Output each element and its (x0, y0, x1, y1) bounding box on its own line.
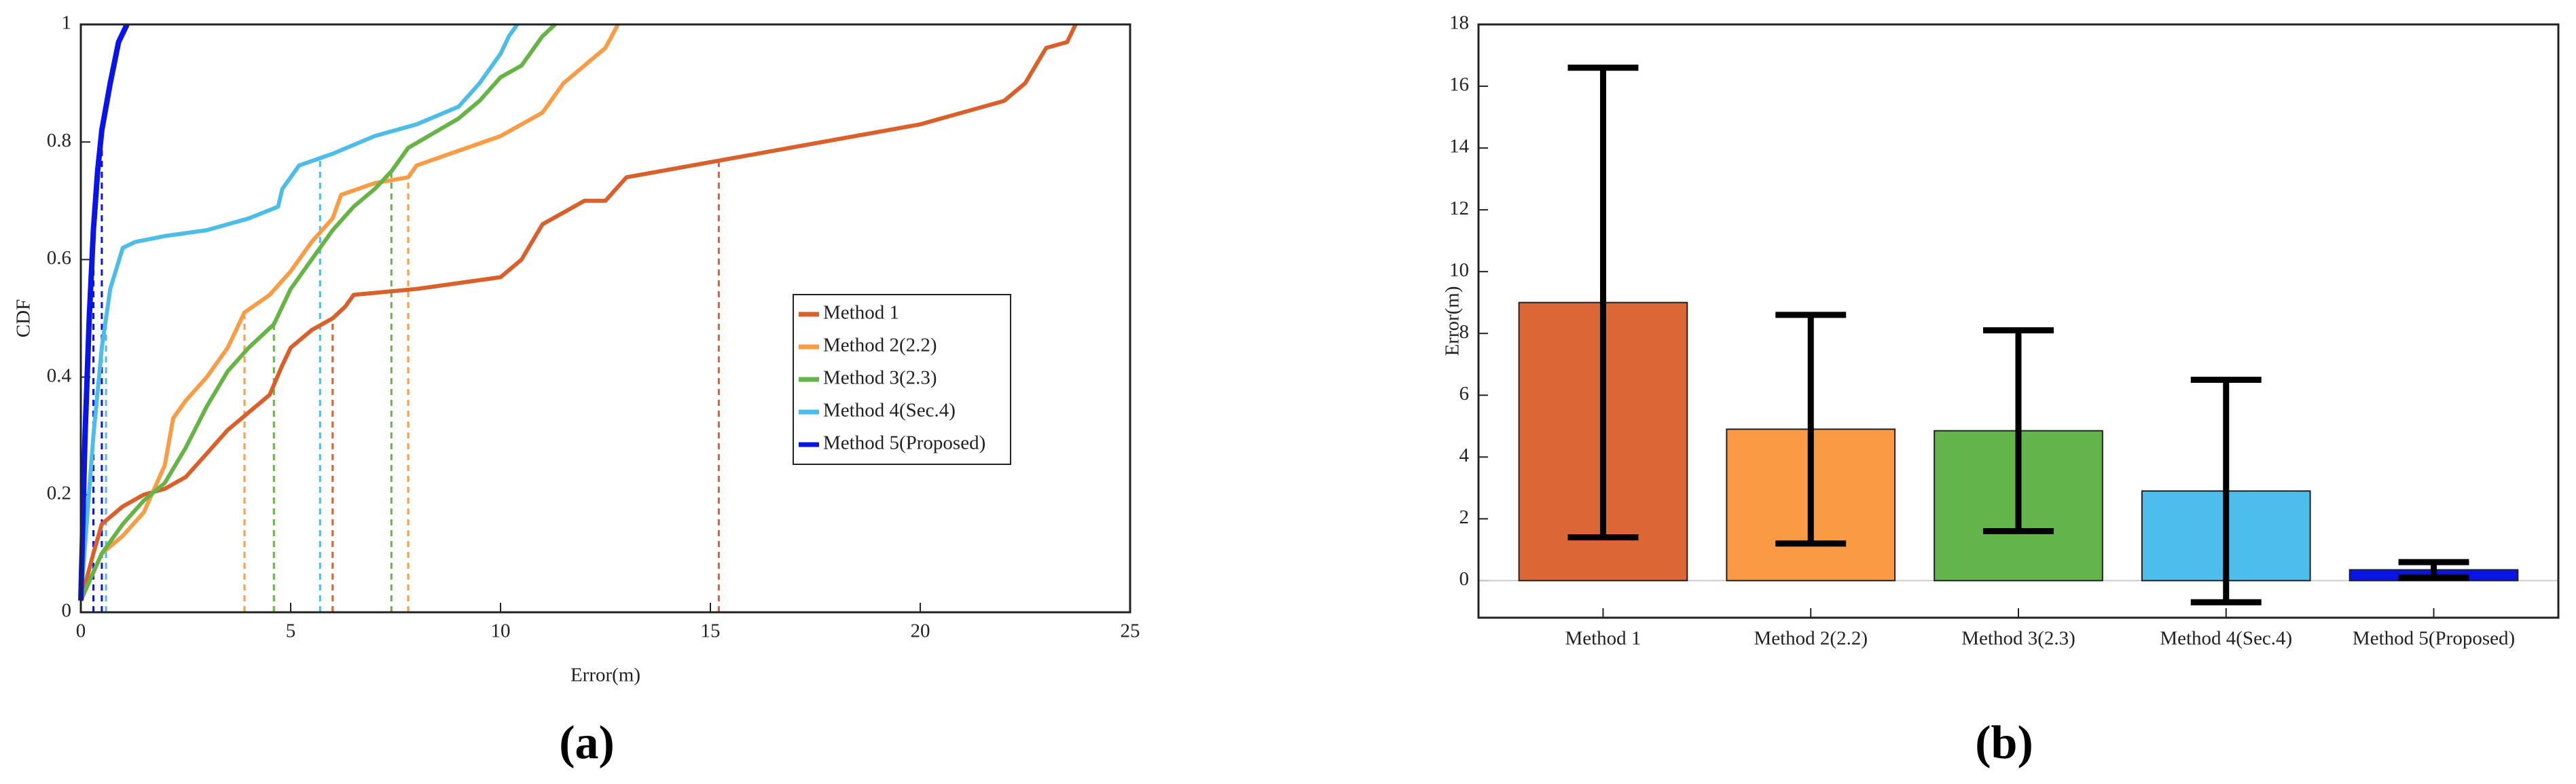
x-tick-label: 15 (701, 620, 721, 642)
y-tick-label: 14 (1449, 136, 1470, 157)
y-tick-label: 1 (62, 12, 72, 34)
caption: (b) (1975, 717, 2033, 769)
legend-box (793, 294, 1011, 465)
x-tick-label: Method 5(Proposed) (2353, 628, 2515, 650)
y-tick-label: 0.2 (47, 482, 71, 504)
y-tick-label: 12 (1449, 198, 1469, 219)
axes-box (1477, 23, 2560, 619)
legend-label: Method 5(Proposed) (823, 432, 985, 454)
y-tick-label: 0.8 (47, 130, 71, 151)
x-tick-label: Method 1 (1565, 628, 1641, 650)
y-tick-label: 0.4 (47, 365, 72, 386)
x-tick-label: Method 4(Sec.4) (2160, 628, 2292, 650)
y-tick-label: 4 (1459, 445, 1470, 466)
error-bar (2190, 376, 2262, 605)
x-tick-label: 5 (286, 620, 296, 642)
error-bar (2398, 559, 2469, 581)
y-tick-label: 6 (1459, 383, 1470, 405)
legend-label: Method 4(Sec.4) (823, 400, 956, 422)
error-bar (1567, 64, 1639, 541)
y-axis-label: CDF (13, 299, 35, 337)
x-tick-label: 0 (76, 620, 86, 642)
y-tick-label: 2 (1459, 506, 1470, 528)
legend-label: Method 1 (823, 302, 899, 324)
cdf-line (79, 23, 520, 601)
y-tick-label: 16 (1449, 74, 1469, 96)
caption: (a) (559, 717, 615, 769)
y-tick-label: 10 (1449, 259, 1469, 281)
y-tick-label: 0 (1459, 568, 1470, 590)
x-tick-label: 25 (1121, 620, 1140, 642)
x-tick-label: 10 (491, 620, 511, 642)
y-tick-label: 0.6 (47, 247, 71, 269)
cdf-line (79, 22, 557, 601)
legend-label: Method 3(2.3) (823, 367, 937, 389)
legend-label: Method 2(2.2) (823, 335, 937, 356)
x-tick-label: Method 2(2.2) (1754, 628, 1868, 650)
cdf-line (78, 23, 130, 601)
cdf-line (79, 23, 620, 601)
y-tick-label: 8 (1459, 321, 1470, 343)
x-tick-label: 20 (911, 620, 930, 642)
y-tick-label: 0 (62, 600, 72, 622)
y-axis-label: Error(m) (1442, 286, 1464, 356)
y-tick-label: 18 (1449, 12, 1469, 34)
x-tick-label: Method 3(2.3) (1961, 628, 2075, 650)
error-bar (1983, 327, 2054, 535)
axes-box (79, 23, 1131, 614)
error-bar (1775, 312, 1847, 547)
cdf-line (79, 23, 1078, 601)
x-axis-label: Error(m) (570, 665, 640, 686)
